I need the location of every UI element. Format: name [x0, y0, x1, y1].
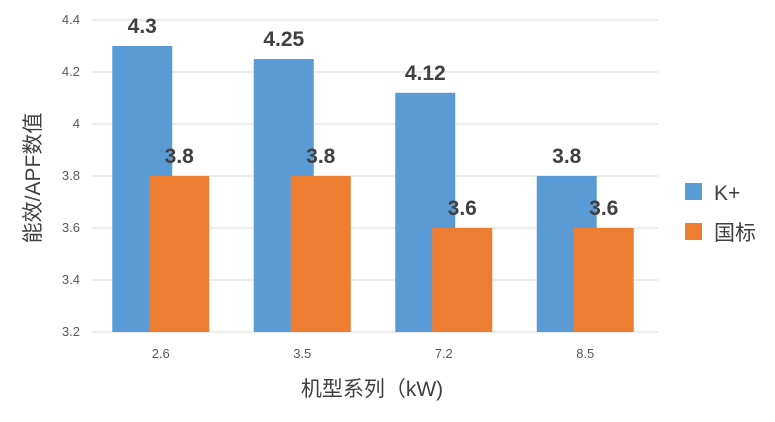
- data-label-K-plus-8.5: 3.8: [552, 145, 582, 168]
- legend-label-k-plus: K+: [714, 182, 740, 205]
- y-tick-label: 4: [73, 116, 80, 131]
- data-label-guobiao-7.2: 3.6: [448, 197, 477, 220]
- x-tick-label: 3.5: [293, 346, 311, 361]
- data-label-guobiao-8.5: 3.6: [589, 197, 618, 220]
- x-tick-label: 7.2: [435, 346, 453, 361]
- x-axis-ticks: 2.6 3.5 7.2 8.5: [152, 346, 595, 361]
- y-tick-label: 3.4: [62, 272, 80, 287]
- data-labels: 4.3 3.8 4.25 3.8 4.12 3.6 3.8 3.6: [128, 15, 619, 220]
- bar-guobiao-8.5: [573, 228, 634, 332]
- bars: [112, 46, 634, 332]
- data-label-K-plus-2.6: 4.3: [128, 15, 157, 38]
- y-tick-label: 3.6: [62, 220, 80, 235]
- y-tick-label: 4.4: [62, 12, 80, 27]
- y-tick-label: 4.2: [62, 64, 80, 79]
- x-tick-label: 8.5: [576, 346, 594, 361]
- y-axis-title: 能效/APF数值: [22, 113, 45, 244]
- data-label-K-plus-7.2: 4.12: [405, 62, 446, 85]
- y-tick-label: 3.8: [62, 168, 80, 183]
- legend-swatch-k-plus: [685, 183, 702, 200]
- bar-guobiao-2.6: [149, 176, 210, 332]
- bar-guobiao-3.5: [290, 176, 351, 332]
- data-label-K-plus-3.5: 4.25: [263, 28, 304, 51]
- x-tick-label: 2.6: [152, 346, 170, 361]
- y-tick-label: 3.2: [62, 324, 80, 339]
- data-label-guobiao-2.6: 3.8: [165, 145, 195, 168]
- bar-guobiao-7.2: [432, 228, 493, 332]
- y-axis-ticks: 3.2 3.4 3.6 3.8 4 4.2 4.4: [62, 12, 80, 339]
- legend-label-guobiao: 国标: [714, 222, 756, 245]
- legend-swatch-guobiao: [685, 223, 702, 240]
- x-axis-title: 机型系列（kW): [301, 378, 443, 401]
- data-label-guobiao-3.5: 3.8: [306, 145, 336, 168]
- legend: K+ 国标: [685, 182, 756, 245]
